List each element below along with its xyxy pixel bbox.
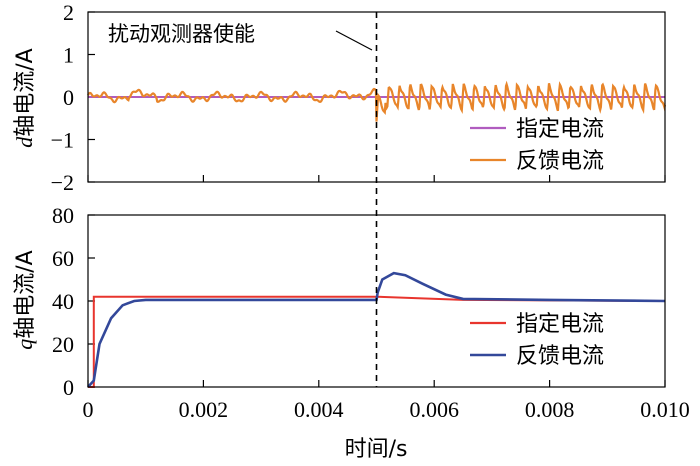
bottom-y-axis-label: q轴电流/A [12, 250, 38, 349]
bottom-legend-label-feedback: 反馈电流 [516, 344, 604, 369]
top-feedback-series-line [87, 80, 667, 122]
top-y-tick-label: 2 [63, 0, 74, 25]
bottom-y-axis-label-var: q [12, 339, 37, 350]
bottom-legend-label-reference: 指定电流 [516, 312, 604, 337]
x-tick-label: 0.008 [525, 397, 575, 422]
x-tick-label: 0.004 [294, 397, 344, 422]
top-y-tick-labels: 2 1 0 −1 −2 [51, 0, 74, 195]
top-y-tick-label: 1 [63, 43, 74, 68]
bottom-y-tick-label: 0 [63, 375, 74, 400]
bottom-y-tick-label: 60 [52, 246, 74, 271]
top-y-tick-label: −1 [51, 128, 74, 153]
bottom-y-tick-label: 80 [52, 203, 74, 228]
x-tick-label: 0.006 [409, 397, 459, 422]
top-y-tick-label: −2 [51, 170, 74, 195]
top-y-tick-label: 0 [63, 85, 74, 110]
top-y-axis-label-var: d [12, 136, 37, 148]
bottom-y-tick-labels: 80 60 40 20 0 [52, 203, 74, 400]
annotation-leader-line [335, 30, 373, 51]
bottom-y-tick-label: 40 [52, 289, 74, 314]
bottom-legend: 指定电流 反馈电流 [470, 312, 604, 369]
top-y-axis-label: d轴电流/A [12, 48, 38, 147]
x-tick-label: 0 [83, 397, 94, 422]
x-tick-label: 0.010 [640, 397, 690, 422]
bottom-y-axis-label-text: 轴电流/A [13, 250, 38, 338]
top-legend-label-feedback: 反馈电流 [516, 149, 604, 174]
top-panel: 2 1 0 −1 −2 d轴电流/A 扰动观测器使能 指定电流 反馈电流 [12, 0, 667, 195]
top-legend-label-reference: 指定电流 [516, 117, 604, 142]
bottom-y-tick-label: 20 [52, 332, 74, 357]
observer-enable-annotation: 扰动观测器使能 [108, 22, 255, 46]
top-y-axis-label-text: 轴电流/A [13, 48, 38, 136]
x-axis-label: 时间/s [345, 437, 408, 462]
x-tick-label: 0.002 [179, 397, 229, 422]
top-legend: 指定电流 反馈电流 [470, 117, 604, 174]
bottom-panel: 80 60 40 20 0 0 0.002 0.004 0.006 0.008 0.010 q轴电… [12, 175, 690, 462]
bottom-x-tick-labels: 0 0.002 0.004 0.006 0.008 0.010 [83, 397, 690, 422]
